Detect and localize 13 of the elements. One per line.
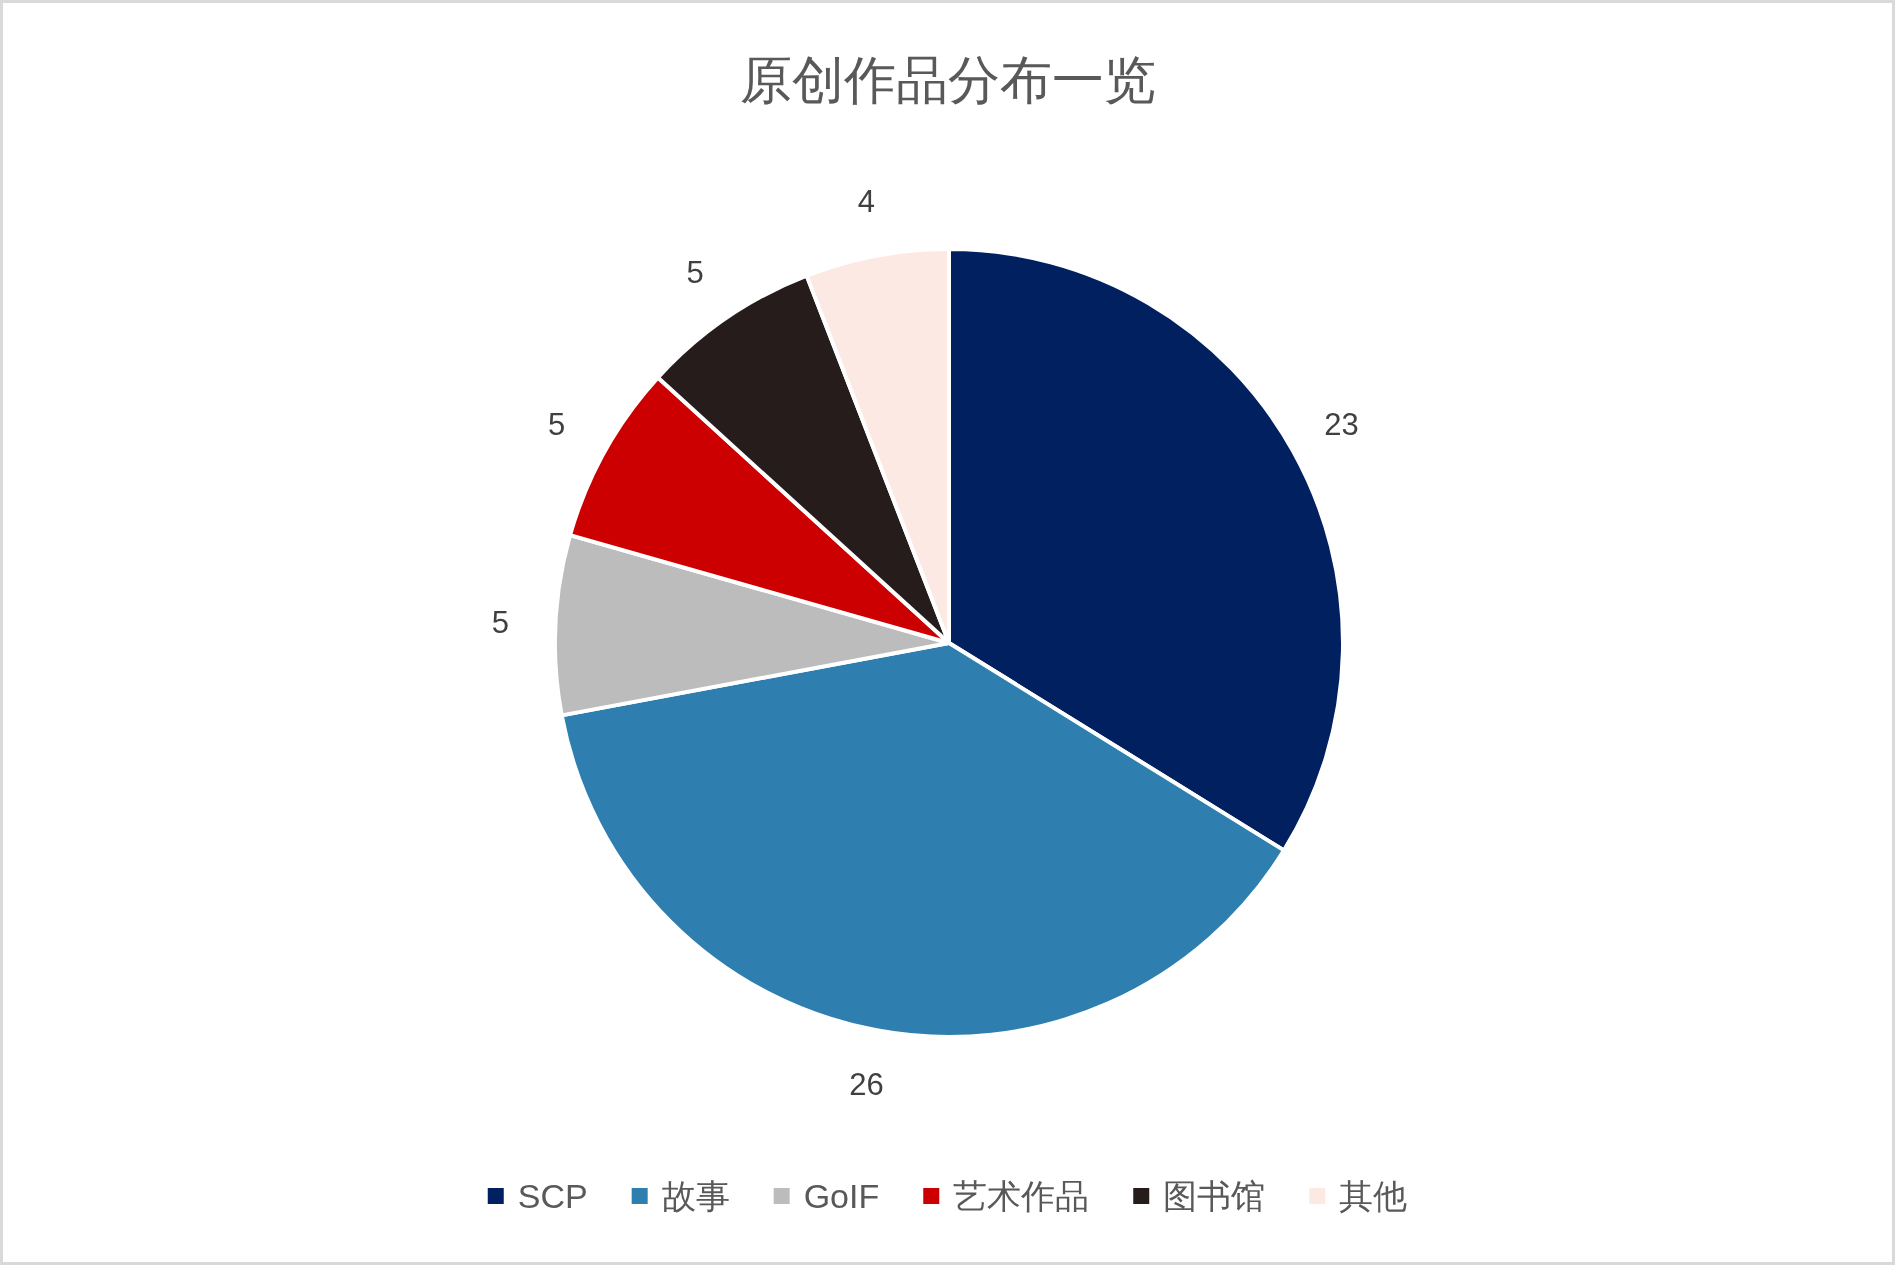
legend-label: 其他 [1339,1177,1408,1215]
data-label: 26 [849,1067,884,1103]
legend-label: SCP [517,1177,588,1215]
data-label: 5 [491,604,509,640]
chart-title: 原创作品分布一览 [739,51,1156,109]
data-label: 5 [686,254,704,290]
data-label: 23 [1324,406,1359,442]
legend-label: 图书馆 [1163,1177,1266,1215]
legend-label: 艺术作品 [953,1177,1090,1215]
data-label: 5 [547,406,566,442]
legend-label: GoIF [803,1177,880,1215]
data-label: 4 [857,183,876,219]
legend-label: 故事 [661,1177,730,1215]
